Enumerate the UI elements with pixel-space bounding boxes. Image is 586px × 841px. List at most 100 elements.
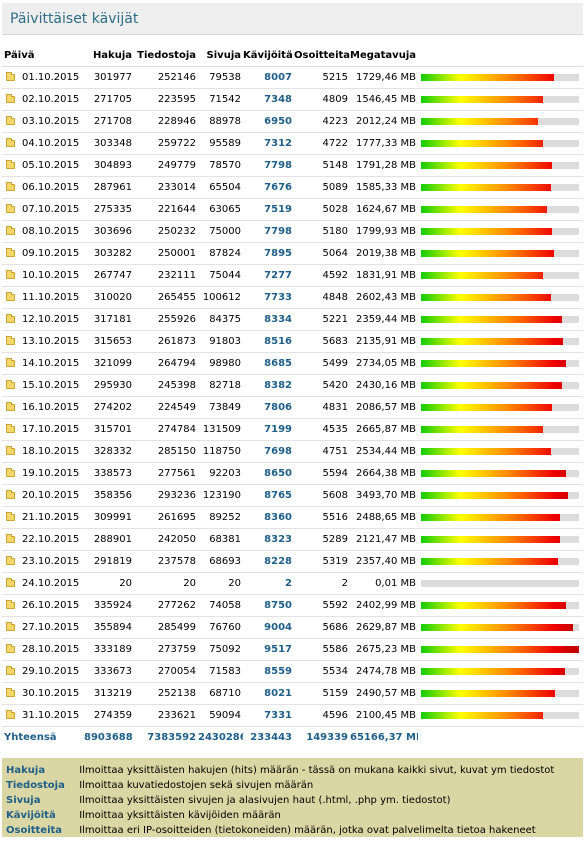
title-bar: Päivittäiset kävijät — [2, 3, 583, 35]
hakuja-cell: 333673 — [84, 660, 134, 683]
folder-icon — [6, 181, 15, 191]
usage-bar-fill — [421, 469, 566, 477]
hakuja-cell: 358356 — [84, 484, 134, 507]
kavijoita-cell: 8685 — [243, 352, 294, 375]
hakuja-cell: 321099 — [84, 352, 134, 375]
date-label: 02.10.2015 — [22, 93, 80, 105]
mb-cell: 2135,91 MB — [350, 330, 418, 353]
date-cell: 22.10.2015 — [2, 528, 84, 551]
column-header-tiedostoja[interactable]: Tiedostoja — [134, 45, 198, 67]
usage-bar-fill — [421, 73, 554, 81]
mb-cell: 2086,57 MB — [350, 396, 418, 419]
date-cell: 11.10.2015 — [2, 286, 84, 309]
folder-icon — [6, 445, 15, 455]
table-row: 09.10.2015 303282 250001 87824 7895 5064 2019,… — [2, 242, 583, 265]
folder-icon — [6, 577, 15, 587]
usage-bar-track — [421, 95, 579, 103]
table-row: 02.10.2015 271705 223595 71542 7348 4809 1546,… — [2, 88, 583, 111]
legend-desc-hakuja: Ilmoittaa yksittäisten hakujen (hits) mä… — [79, 765, 555, 776]
folder-icon — [6, 511, 15, 521]
osoitteita-cell: 2 — [294, 572, 350, 595]
sivuja-cell: 68381 — [198, 528, 243, 551]
tiedostoja-cell: 233621 — [134, 704, 198, 727]
usage-bar-cell — [418, 572, 583, 595]
sivuja-cell: 91803 — [198, 330, 243, 353]
date-label: 18.10.2015 — [22, 445, 80, 457]
osoitteita-cell: 5420 — [294, 374, 350, 397]
column-header-hakuja[interactable]: Hakuja — [84, 45, 134, 67]
usage-bar-cell — [418, 660, 583, 683]
mb-cell: 2474,78 MB — [350, 660, 418, 683]
tiedostoja-cell: 250001 — [134, 242, 198, 265]
usage-bar-cell — [418, 616, 583, 639]
column-header-kavijoita[interactable]: Kävijöitä — [243, 45, 294, 67]
kavijoita-cell: 7277 — [243, 264, 294, 287]
tiedostoja-cell: 237578 — [134, 550, 198, 573]
usage-bar-track — [421, 271, 579, 279]
hakuja-cell: 304893 — [84, 154, 134, 177]
usage-bar-cell — [418, 352, 583, 375]
mb-cell: 1546,45 MB — [350, 88, 418, 111]
usage-bar-cell — [418, 286, 583, 309]
usage-bar-cell — [418, 704, 583, 727]
tiedostoja-cell: 277561 — [134, 462, 198, 485]
date-label: 21.10.2015 — [22, 511, 80, 523]
usage-bar-cell — [418, 330, 583, 353]
folder-icon — [6, 401, 15, 411]
hakuja-cell: 287961 — [84, 176, 134, 199]
date-label: 12.10.2015 — [22, 313, 80, 325]
kavijoita-cell: 7698 — [243, 440, 294, 463]
tiedostoja-cell: 252138 — [134, 682, 198, 705]
sivuja-cell: 59094 — [198, 704, 243, 727]
column-header-paiva[interactable]: Päivä — [2, 45, 84, 67]
kavijoita-cell: 8650 — [243, 462, 294, 485]
folder-icon — [6, 247, 15, 257]
date-label: 27.10.2015 — [22, 621, 80, 633]
hakuja-cell: 291819 — [84, 550, 134, 573]
table-row: 22.10.2015 288901 242050 68381 8323 5289 2121,… — [2, 528, 583, 551]
usage-bar-cell — [418, 374, 583, 397]
usage-bar-track — [421, 359, 579, 367]
hakuja-cell: 303282 — [84, 242, 134, 265]
usage-bar-fill — [421, 513, 560, 521]
usage-bar-fill — [421, 183, 551, 191]
date-label: 05.10.2015 — [22, 159, 80, 171]
date-label: 16.10.2015 — [22, 401, 80, 413]
folder-icon — [6, 115, 15, 125]
table-row: 04.10.2015 303348 259722 95589 7312 4722 1777,… — [2, 132, 583, 155]
usage-bar-track — [421, 491, 579, 499]
sivuja-cell: 78570 — [198, 154, 243, 177]
column-header-osoitteita[interactable]: Osoitteita — [294, 45, 350, 67]
kavijoita-cell: 6950 — [243, 110, 294, 133]
usage-bar-fill — [421, 161, 552, 169]
usage-bar-track — [421, 249, 579, 257]
usage-bar-fill — [421, 359, 566, 367]
kavijoita-cell: 7519 — [243, 198, 294, 221]
sivuja-cell: 123190 — [198, 484, 243, 507]
sivuja-cell: 118750 — [198, 440, 243, 463]
mb-cell: 1777,33 MB — [350, 132, 418, 155]
column-header-sivuja[interactable]: Sivuja — [198, 45, 243, 67]
usage-bar-fill — [421, 491, 568, 499]
usage-bar-cell — [418, 594, 583, 617]
kavijoita-cell: 8559 — [243, 660, 294, 683]
sivuja-cell: 131509 — [198, 418, 243, 441]
sivuja-cell: 98980 — [198, 352, 243, 375]
tiedostoja-cell: 245398 — [134, 374, 198, 397]
date-cell: 16.10.2015 — [2, 396, 84, 419]
table-row: 31.10.2015 274359 233621 59094 7331 4596 2100,… — [2, 704, 583, 727]
usage-bar-fill — [421, 623, 573, 631]
date-cell: 29.10.2015 — [2, 660, 84, 683]
usage-bar-fill — [421, 227, 552, 235]
osoitteita-cell: 5608 — [294, 484, 350, 507]
mb-cell: 1799,93 MB — [350, 220, 418, 243]
sivuja-cell: 95589 — [198, 132, 243, 155]
usage-bar-cell — [418, 308, 583, 331]
hakuja-cell: 295930 — [84, 374, 134, 397]
hakuja-cell: 338573 — [84, 462, 134, 485]
column-header-megatavuja[interactable]: Megatavuja — [350, 45, 418, 67]
legend-item: Sivuja Ilmoittaa yksittäisten sivujen ja… — [6, 793, 579, 808]
total-row: Yhteensä 8903688 7383592 2430286 233443 … — [2, 726, 583, 749]
usage-bar-track — [421, 425, 579, 433]
sivuja-cell: 74058 — [198, 594, 243, 617]
